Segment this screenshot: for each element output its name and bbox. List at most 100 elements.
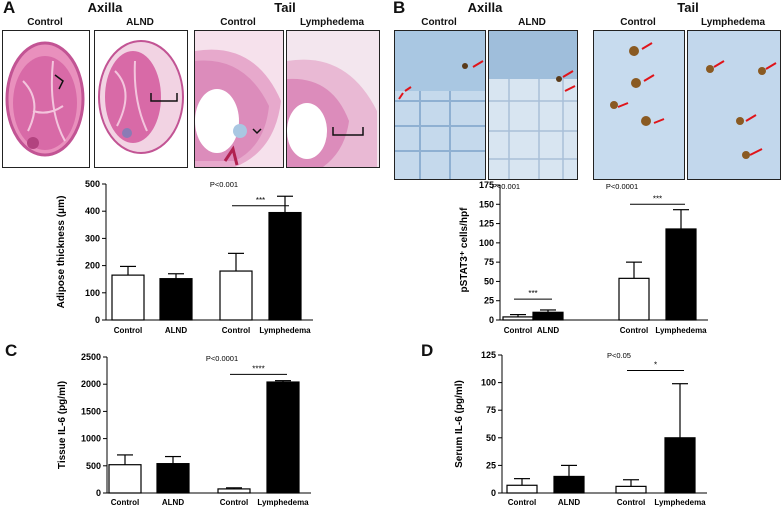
chart-tissue-il6: 0 500 1000 1500 2000 2500 Tissue IL-6 (pg/ml) C…	[57, 352, 311, 507]
y-tick-label: 175	[479, 180, 494, 190]
y-tick-label: 500	[85, 179, 100, 189]
y-tick-label: 2500	[81, 352, 101, 362]
he-micrograph-axilla-control	[2, 30, 90, 168]
bar	[111, 274, 145, 321]
y-tick-label: 0	[491, 488, 496, 498]
p-value-label: P<0.0001	[206, 354, 238, 363]
x-tick-label: Lymphedema	[259, 326, 311, 335]
he-axilla-control-drawing	[5, 41, 85, 157]
bar	[553, 475, 585, 494]
y-tick-label: 0	[489, 315, 494, 325]
x-tick-label: Lymphedema	[257, 498, 309, 507]
bar	[159, 278, 193, 321]
x-tick-label: Lymphedema	[655, 326, 707, 335]
x-tick-label: Control	[620, 326, 648, 335]
panel-a-label-control-tail: Control	[220, 17, 256, 28]
x-tick-label: Control	[617, 498, 645, 507]
x-tick-label: Control	[220, 498, 248, 507]
chart-adipose-thickness: 0 100 200 300 400 500 Adipose thickness (μm) Co…	[56, 179, 313, 335]
bar	[502, 316, 534, 321]
panel-b-label-lymphedema: Lymphedema	[700, 17, 766, 28]
y-tick-label: 2000	[81, 379, 101, 389]
panel-b-tail-header: Tail	[677, 0, 699, 15]
panel-a-label-lymphedema: Lymphedema	[299, 17, 365, 28]
panel-a-label-alnd: ALND	[126, 17, 154, 28]
significance-stars: *	[654, 360, 657, 369]
ihc-micrograph-tail-control	[593, 30, 685, 180]
panel-a-letter: A	[3, 0, 16, 17]
he-micrograph-tail-lymphedema	[286, 30, 380, 168]
bar	[615, 485, 647, 494]
y-tick-label: 75	[486, 405, 496, 415]
y-tick-label: 100	[479, 238, 494, 248]
y-tick-label: 0	[95, 315, 100, 325]
p-value-label: P<0.05	[607, 351, 631, 360]
panel-c-letter: C	[5, 341, 18, 360]
panel-b-label-control: Control	[421, 17, 457, 28]
significance-stars: ***	[528, 289, 537, 298]
y-axis-label: pSTAT3⁺ cells/hpf	[459, 207, 470, 293]
ihc-axilla-alnd-drawing	[489, 31, 577, 179]
bar	[664, 437, 696, 494]
panel-b-label-control-tail: Control	[620, 17, 656, 28]
he-micrograph-axilla-alnd	[94, 30, 188, 168]
y-tick-label: 100	[85, 288, 100, 298]
bar	[156, 463, 190, 494]
y-tick-label: 400	[85, 206, 100, 216]
he-tail-control-drawing	[195, 31, 283, 167]
y-tick-label: 50	[484, 276, 494, 286]
bar	[618, 277, 650, 321]
y-axis-label: Adipose thickness (μm)	[56, 196, 67, 309]
p-value-label: P<0.001	[210, 180, 238, 189]
x-tick-label: Control	[222, 326, 250, 335]
y-tick-label: 75	[484, 257, 494, 267]
panel-d-letter: D	[421, 341, 434, 360]
x-tick-label: ALND	[558, 498, 580, 507]
y-tick-label: 1000	[81, 434, 101, 444]
chart-pstat3-cells: 0 25 50 75 100 125 150 175 pSTAT3⁺ cells/hpf Cont…	[459, 180, 708, 335]
y-tick-label: 25	[484, 296, 494, 306]
bar	[217, 488, 251, 494]
y-tick-label: 100	[481, 378, 496, 388]
bar	[665, 228, 697, 321]
p-value-label: P<0.0001	[606, 182, 638, 191]
bar	[268, 211, 302, 321]
ihc-tail-lymphedema-drawing	[706, 60, 777, 159]
significance-stars: ***	[256, 196, 265, 205]
panel-a-label-control: Control	[27, 17, 63, 28]
y-tick-label: 150	[479, 199, 494, 209]
y-tick-label: 500	[86, 461, 101, 471]
x-tick-label: ALND	[165, 326, 187, 335]
chart-serum-il6: 0 25 50 75 100 125 Serum IL-6 (pg/ml) Control AL…	[454, 350, 707, 507]
bar	[506, 484, 538, 494]
y-tick-label: 200	[85, 261, 100, 271]
y-axis-label: Tissue IL-6 (pg/ml)	[57, 381, 68, 469]
ihc-micrograph-tail-lymphedema	[687, 30, 781, 180]
p-value-label: P<0.001	[492, 182, 520, 191]
he-tail-lymphedema-drawing	[287, 31, 379, 167]
significance-stars: ***	[653, 194, 662, 203]
he-micrograph-tail-control	[194, 30, 284, 168]
panel-b-axilla-header: Axilla	[467, 0, 503, 15]
y-tick-label: 25	[486, 460, 496, 470]
x-tick-label: Control	[504, 326, 532, 335]
y-axis-label: Serum IL-6 (pg/ml)	[454, 380, 465, 468]
bar	[266, 381, 300, 494]
bar	[108, 464, 142, 494]
x-tick-label: ALND	[162, 498, 184, 507]
panel-a-tail-header: Tail	[274, 0, 296, 15]
ihc-tail-control-drawing	[610, 42, 665, 126]
ihc-axilla-control-drawing	[395, 31, 485, 179]
x-tick-label: Control	[114, 326, 142, 335]
x-tick-label: ALND	[537, 326, 559, 335]
y-tick-label: 125	[481, 350, 496, 360]
panel-b-letter: B	[393, 0, 406, 17]
y-tick-label: 300	[85, 233, 100, 243]
ihc-micrograph-axilla-alnd	[488, 30, 578, 180]
panel-a-axilla-header: Axilla	[87, 0, 123, 15]
x-tick-label: Lymphedema	[654, 498, 706, 507]
bar	[532, 311, 564, 321]
y-tick-label: 1500	[81, 406, 101, 416]
x-tick-label: Control	[111, 498, 139, 507]
